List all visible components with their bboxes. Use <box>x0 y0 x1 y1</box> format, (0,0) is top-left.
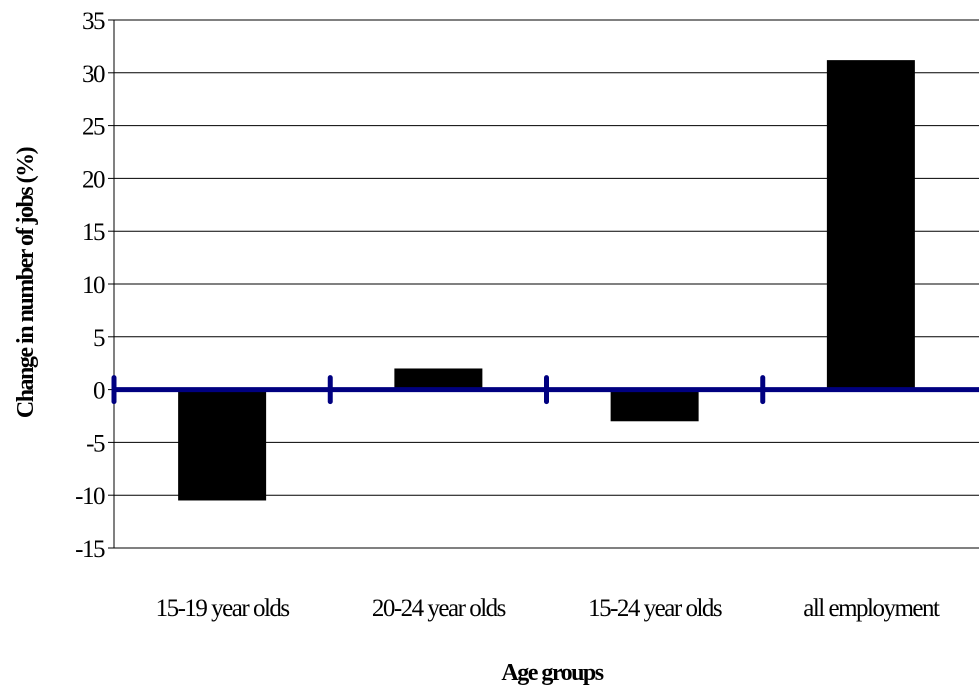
x-category-label: 15-19 year olds <box>156 595 290 622</box>
x-category-label: all employment <box>803 595 940 622</box>
bar <box>394 368 483 390</box>
y-tick-label: 15 <box>82 219 105 246</box>
y-tick-label: -5 <box>86 430 105 457</box>
y-tick-label: -10 <box>75 483 105 510</box>
x-category-labels: 15-19 year olds 20-24 year olds 15-24 year… <box>156 595 942 622</box>
bar <box>826 60 915 390</box>
bar <box>610 389 699 422</box>
y-tick-label: 10 <box>82 272 105 299</box>
y-tick-label: 20 <box>82 166 105 193</box>
x-category-label: 20-24 year olds <box>372 595 506 622</box>
bars <box>178 60 915 501</box>
y-tick-label: 5 <box>93 325 105 352</box>
y-axis-title: Change in number of jobs (%) <box>13 147 39 418</box>
y-tick-label: 30 <box>82 61 105 88</box>
y-tick-label: 35 <box>82 8 105 35</box>
y-tick-label: 0 <box>93 378 105 405</box>
x-axis-title: Age groups <box>501 660 603 686</box>
y-tick-label: 25 <box>82 114 105 141</box>
x-category-label: 15-24 year olds <box>588 595 722 622</box>
zero-line-axis <box>111 375 979 405</box>
y-tick-labels: 35 30 25 20 15 10 5 0 -5 -10 -15 <box>75 8 106 563</box>
y-tick-label: -15 <box>75 536 105 563</box>
bar <box>178 389 267 501</box>
